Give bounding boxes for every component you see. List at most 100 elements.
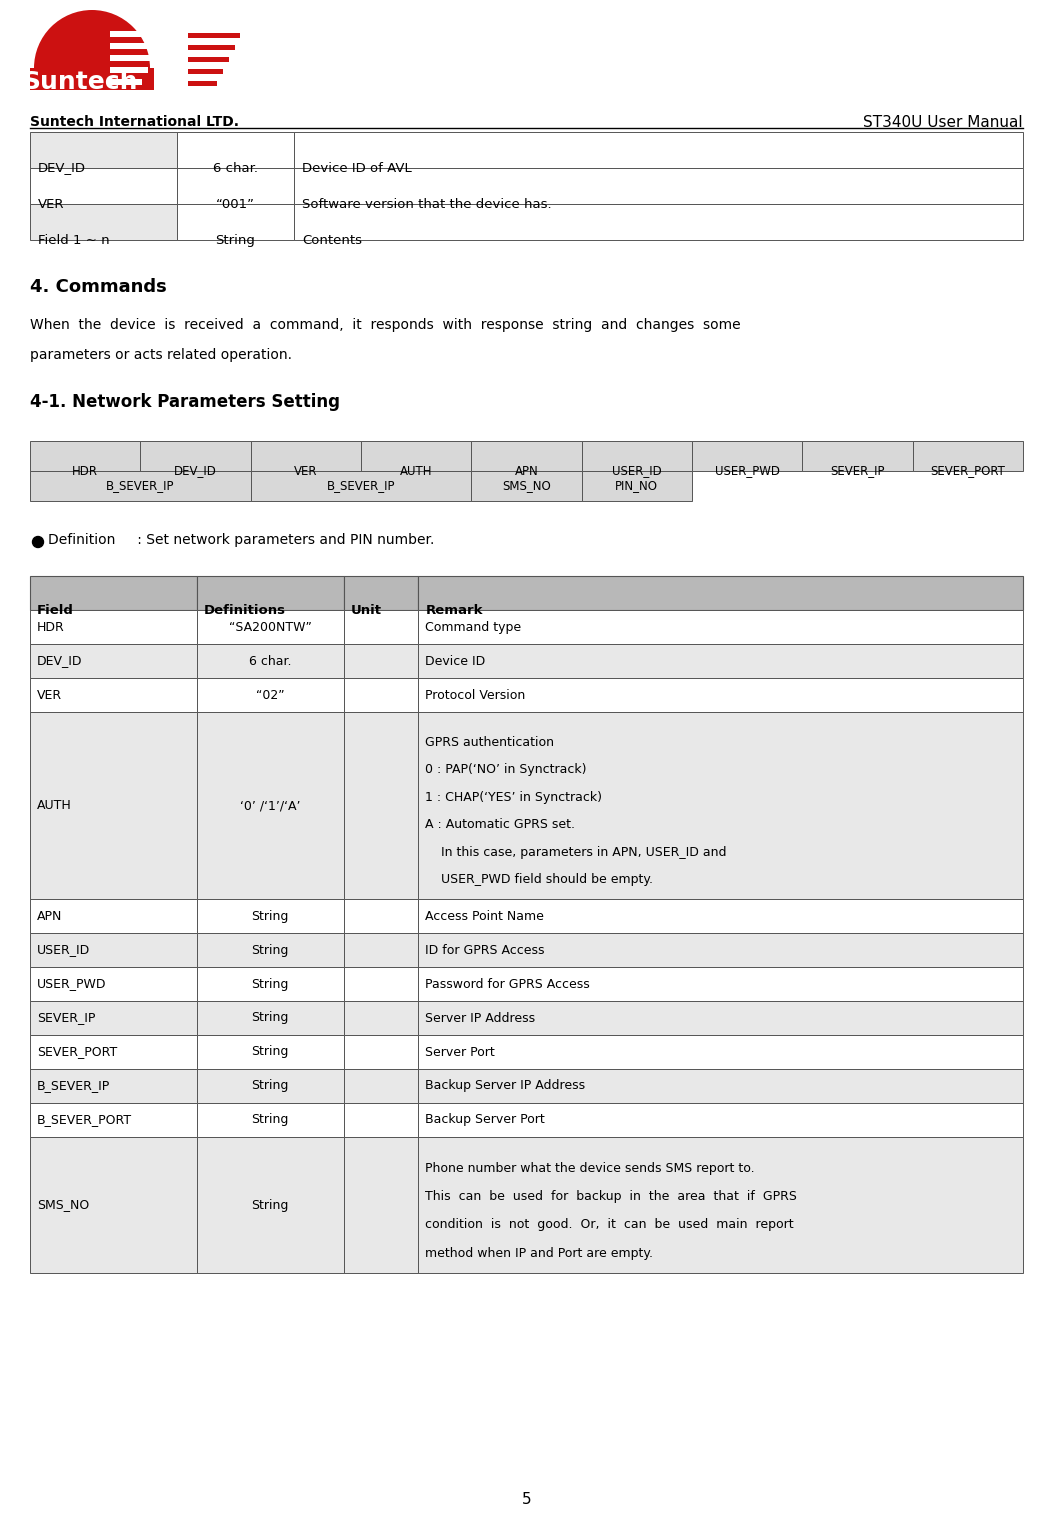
Bar (29, 711, 197, 900)
Bar (343, 678, 418, 711)
Text: String: String (252, 1080, 289, 1092)
Bar (29, 610, 197, 645)
Bar (472, 470, 581, 501)
Bar (802, 441, 913, 470)
Bar (418, 1035, 1024, 1069)
Bar (343, 1069, 418, 1103)
Bar (692, 441, 802, 470)
Bar (343, 1035, 418, 1069)
Text: GPRS authentication: GPRS authentication (425, 736, 554, 749)
Text: Access Point Name: Access Point Name (425, 910, 544, 922)
Bar (197, 1103, 343, 1138)
Bar (418, 900, 1024, 933)
Bar (29, 900, 197, 933)
Text: VER: VER (294, 464, 318, 478)
Text: String: String (252, 1012, 289, 1024)
Wedge shape (34, 11, 150, 68)
Bar (343, 1103, 418, 1138)
Bar (343, 610, 418, 645)
Text: Definition     : Set network parameters and PIN number.: Definition : Set network parameters and … (48, 532, 435, 548)
Bar (343, 1001, 418, 1035)
Bar (29, 966, 197, 1001)
Bar (913, 441, 1024, 470)
Text: B_SEVER_PORT: B_SEVER_PORT (37, 1113, 132, 1127)
Bar (418, 1001, 1024, 1035)
Text: 6 char.: 6 char. (250, 654, 292, 667)
Text: Suntech: Suntech (22, 70, 138, 94)
Text: Password for GPRS Access: Password for GPRS Access (425, 977, 590, 991)
Text: condition  is  not  good.  Or,  it  can  be  used  main  report: condition is not good. Or, it can be use… (425, 1218, 794, 1232)
Bar (110, 30, 165, 36)
Text: B_SEVER_IP: B_SEVER_IP (37, 1080, 111, 1092)
Text: Field 1 ~ n: Field 1 ~ n (38, 234, 110, 246)
Text: SEVER_IP: SEVER_IP (830, 464, 885, 478)
Text: ST340U User Manual: ST340U User Manual (863, 115, 1024, 130)
Bar (110, 67, 148, 73)
Text: VER: VER (38, 197, 64, 211)
Text: 4. Commands: 4. Commands (29, 278, 166, 296)
Bar (343, 933, 418, 966)
Bar (197, 966, 343, 1001)
Bar (581, 470, 692, 501)
Bar (29, 678, 197, 711)
Text: USER_ID: USER_ID (37, 944, 91, 957)
Text: Phone number what the device sends SMS report to.: Phone number what the device sends SMS r… (425, 1162, 755, 1174)
Text: Unit: Unit (351, 604, 382, 616)
Text: Server IP Address: Server IP Address (425, 1012, 535, 1024)
Text: Contents: Contents (302, 234, 362, 246)
Bar (29, 576, 197, 610)
Text: String: String (252, 910, 289, 922)
Text: Command type: Command type (425, 620, 521, 634)
Bar (343, 576, 418, 610)
Bar (29, 933, 197, 966)
Bar (418, 645, 1024, 678)
Bar (581, 441, 692, 470)
Bar (418, 966, 1024, 1001)
Text: AUTH: AUTH (37, 799, 72, 812)
Bar (29, 1138, 197, 1273)
Text: AUTH: AUTH (400, 464, 433, 478)
Bar (29, 470, 251, 501)
Text: DEV_ID: DEV_ID (174, 464, 217, 478)
Bar (177, 168, 294, 203)
Bar (197, 1069, 343, 1103)
Bar (251, 470, 472, 501)
Bar (361, 441, 472, 470)
Text: “SA200NTW”: “SA200NTW” (229, 620, 312, 634)
Bar (251, 441, 361, 470)
Text: Backup Server IP Address: Backup Server IP Address (425, 1080, 585, 1092)
Bar (177, 132, 294, 168)
Bar (29, 68, 154, 90)
Text: Definitions: Definitions (204, 604, 285, 616)
Text: In this case, parameters in APN, USER_ID and: In this case, parameters in APN, USER_ID… (425, 846, 727, 859)
Text: ID for GPRS Access: ID for GPRS Access (425, 944, 544, 957)
Text: String: String (252, 1045, 289, 1059)
Bar (197, 576, 343, 610)
Text: USER_PWD: USER_PWD (715, 464, 779, 478)
Bar (197, 933, 343, 966)
Text: Protocol Version: Protocol Version (425, 689, 525, 701)
Text: USER_ID: USER_ID (612, 464, 661, 478)
Bar (343, 966, 418, 1001)
Text: 4-1. Network Parameters Setting: 4-1. Network Parameters Setting (29, 393, 340, 411)
Text: This  can  be  used  for  backup  in  the  area  that  if  GPRS: This can be used for backup in the area … (425, 1189, 797, 1203)
Bar (472, 441, 581, 470)
Bar (418, 1069, 1024, 1103)
Text: “001”: “001” (216, 197, 255, 211)
Bar (418, 610, 1024, 645)
Text: 6 char.: 6 char. (213, 161, 258, 174)
Bar (29, 1069, 197, 1103)
Bar (29, 645, 197, 678)
Text: Remark: Remark (425, 604, 482, 616)
Text: String: String (252, 1113, 289, 1127)
Bar (418, 678, 1024, 711)
Bar (177, 203, 294, 240)
Text: APN: APN (515, 464, 538, 478)
Bar (343, 645, 418, 678)
Text: String: String (252, 1198, 289, 1212)
Text: Backup Server Port: Backup Server Port (425, 1113, 545, 1127)
Text: USER_PWD: USER_PWD (37, 977, 106, 991)
Bar (197, 645, 343, 678)
Text: 5: 5 (521, 1491, 532, 1506)
Bar (197, 610, 343, 645)
